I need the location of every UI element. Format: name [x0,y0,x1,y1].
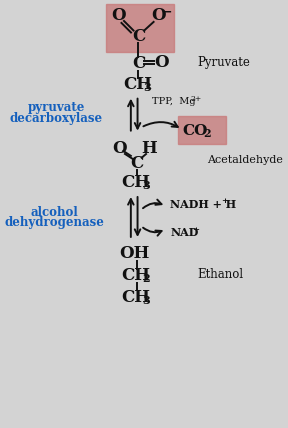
Text: 3: 3 [144,82,151,93]
Text: pyruvate: pyruvate [27,101,85,114]
Text: Ethanol: Ethanol [197,268,243,281]
Text: NAD: NAD [170,227,199,238]
Text: CH: CH [121,174,150,191]
Text: O: O [155,54,169,71]
Text: 3: 3 [142,180,150,191]
Text: CH: CH [123,76,152,93]
Text: dehydrogenase: dehydrogenase [5,217,105,229]
Text: −: − [162,6,172,19]
Text: decarboxylase: decarboxylase [10,112,103,125]
Text: 2: 2 [203,128,211,139]
Text: +: + [192,226,199,234]
Text: C: C [130,155,143,172]
Text: 3: 3 [142,295,150,306]
Text: C: C [132,56,145,72]
Text: H: H [141,140,157,157]
Text: alcohol: alcohol [31,205,78,219]
Text: O: O [111,7,126,24]
Text: +: + [221,197,228,205]
Text: NADH + H: NADH + H [170,199,236,210]
Text: O: O [113,140,127,157]
Text: CH: CH [121,289,150,306]
Text: TPP,  Mg: TPP, Mg [152,97,196,106]
Text: 2: 2 [142,273,150,284]
FancyBboxPatch shape [106,4,175,52]
Text: Acetaldehyde: Acetaldehyde [207,155,283,165]
Text: O: O [151,7,166,24]
Text: CO: CO [183,124,208,137]
Text: C: C [132,28,145,45]
Text: OH: OH [119,245,149,262]
Text: CH: CH [121,267,150,284]
Text: Pyruvate: Pyruvate [197,56,250,69]
FancyBboxPatch shape [178,116,226,144]
Text: 2+: 2+ [190,95,202,103]
